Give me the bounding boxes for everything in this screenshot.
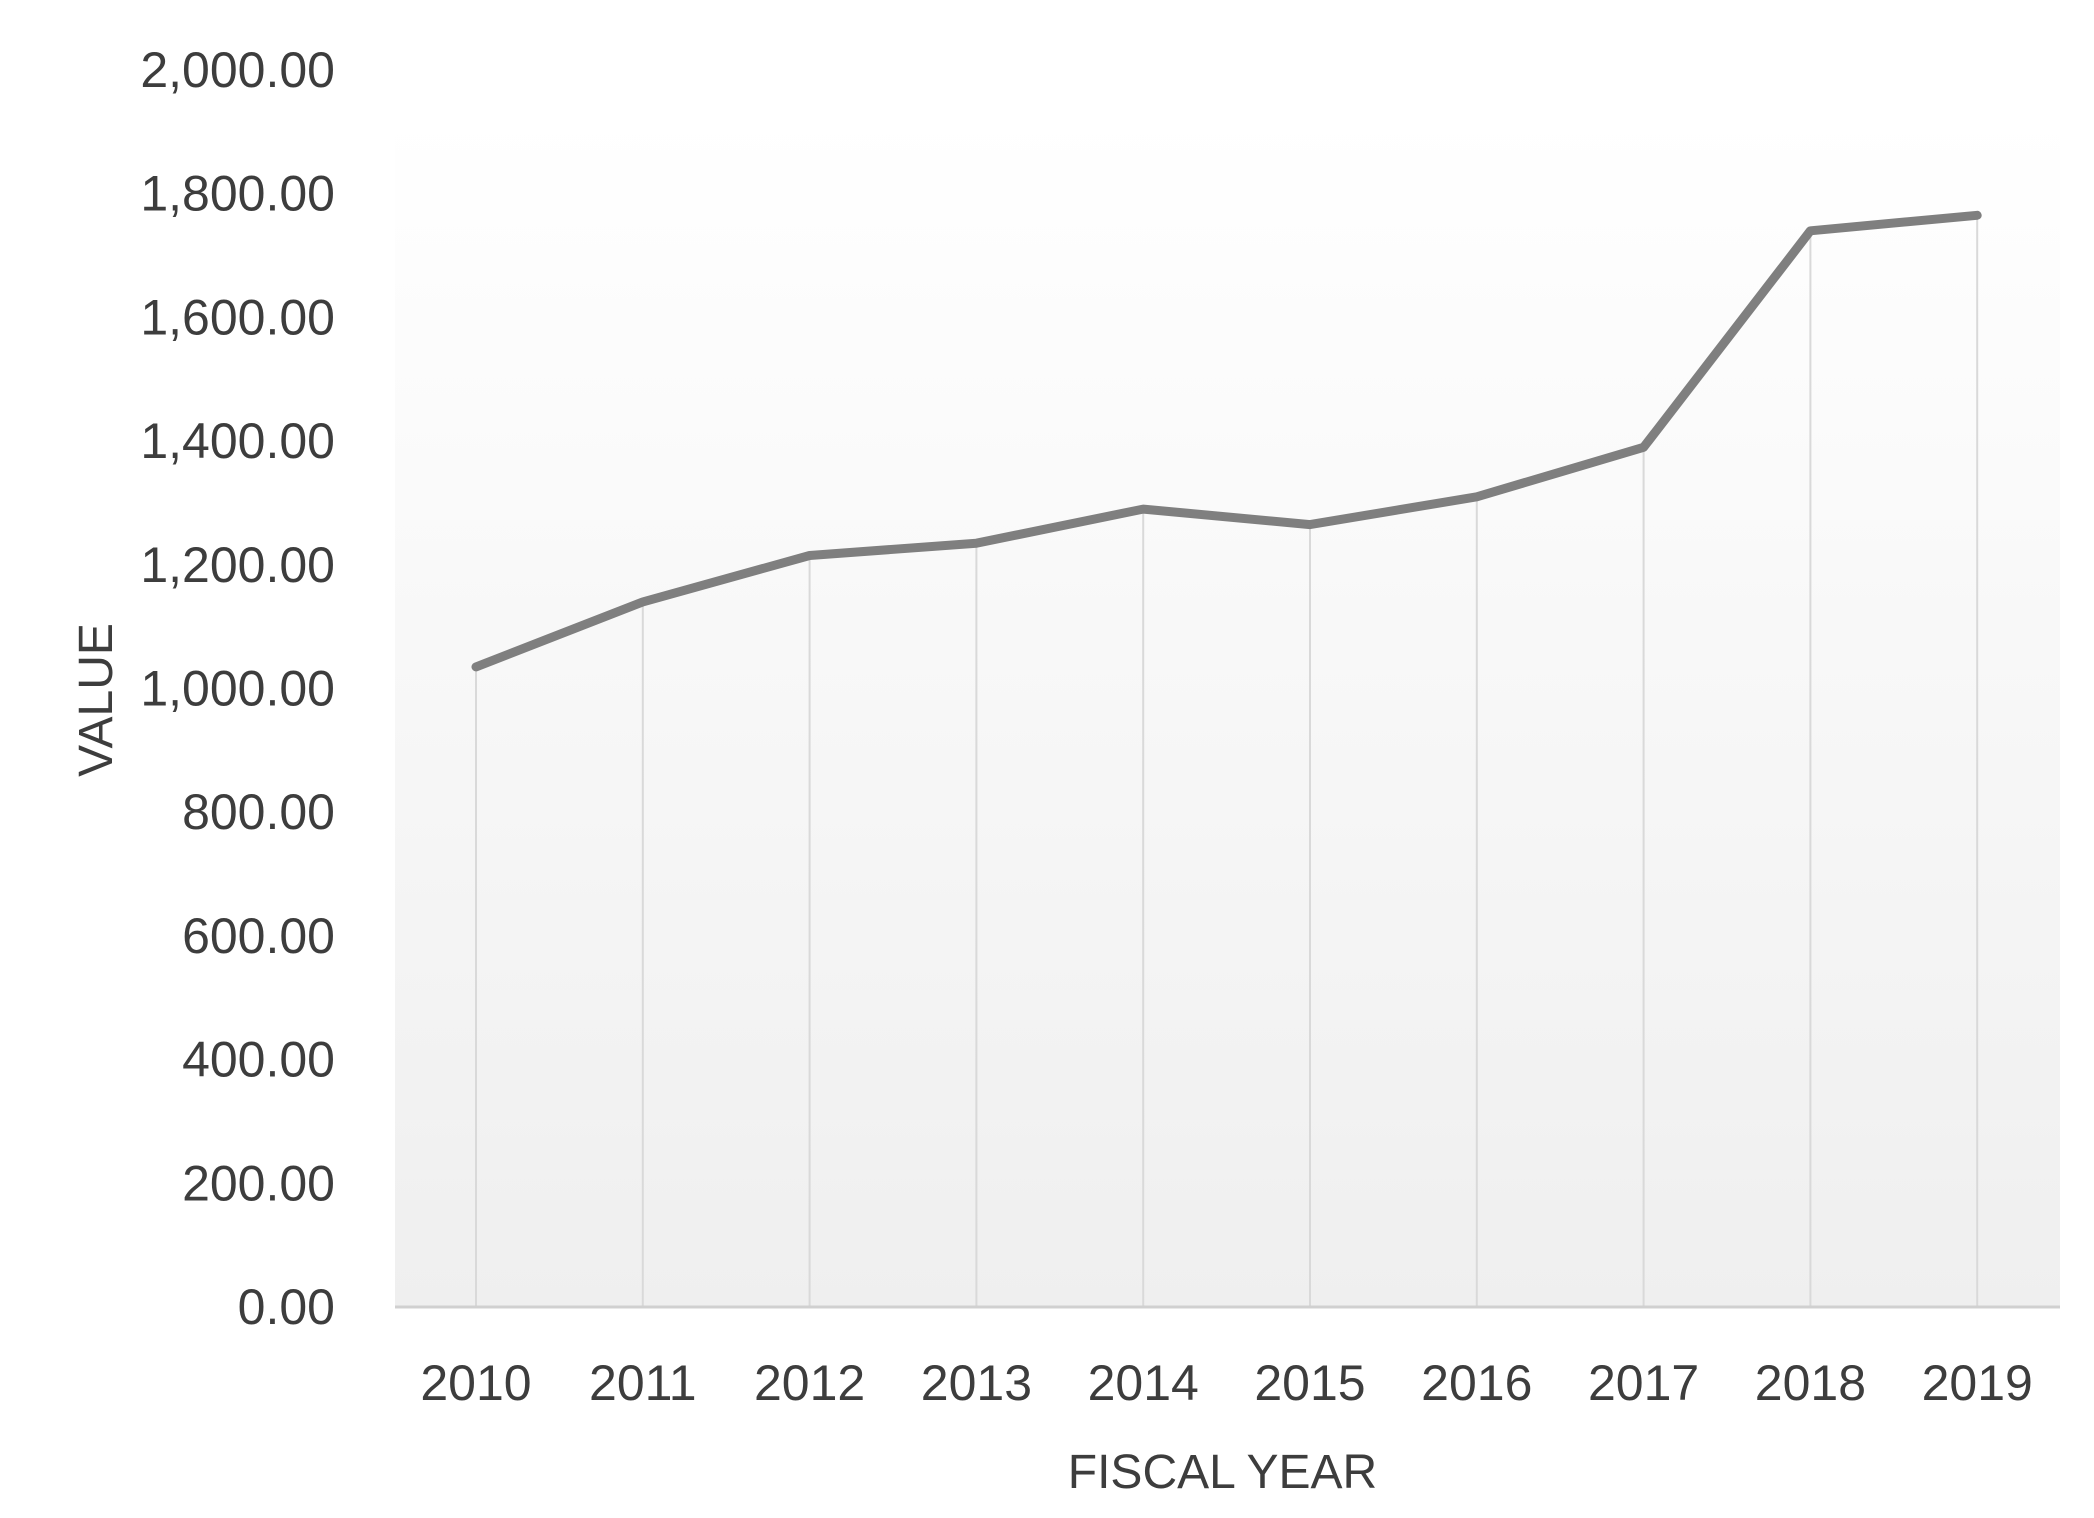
y-tick-label: 600.00 [182, 908, 335, 964]
x-tick-label-2017: 2017 [1588, 1355, 1699, 1411]
drop-lines [475, 215, 1979, 1307]
x-tick-label-2012: 2012 [754, 1355, 865, 1411]
x-tick-label-2010: 2010 [420, 1355, 531, 1411]
y-tick-labels: 0.00 200.00 400.00 600.00 800.00 1,000.00 1,20… [140, 42, 335, 1335]
x-axis-title: FISCAL YEAR [1068, 1446, 1377, 1499]
x-tick-label-2018: 2018 [1755, 1355, 1866, 1411]
y-axis-title: VALUE [70, 623, 123, 777]
x-tick-label-2015: 2015 [1254, 1355, 1365, 1411]
y-tick-label: 1,400.00 [140, 413, 335, 469]
x-tick-label-2011: 2011 [589, 1355, 697, 1411]
x-tick-label-2016: 2016 [1421, 1355, 1532, 1411]
x-tick-label-2013: 2013 [921, 1355, 1032, 1411]
y-tick-label: 0.00 [238, 1279, 335, 1335]
y-tick-label: 1,600.00 [140, 289, 335, 345]
y-tick-label: 1,000.00 [140, 661, 335, 717]
y-tick-label: 800.00 [182, 784, 335, 840]
series-line [471, 210, 1982, 672]
x-tick-label-2014: 2014 [1088, 1355, 1199, 1411]
y-tick-label: 200.00 [182, 1155, 335, 1211]
x-tick-labels: 2010 2011 2012 2013 2014 2015 2016 2017 2018 2019 [420, 1355, 2032, 1411]
plot-background [395, 115, 2060, 1307]
y-tick-label: 1,200.00 [140, 537, 335, 593]
y-tick-label: 400.00 [182, 1032, 335, 1088]
y-tick-label: 1,800.00 [140, 166, 335, 222]
y-tick-label: 2,000.00 [140, 42, 335, 98]
x-tick-label-2019: 2019 [1922, 1355, 2033, 1411]
